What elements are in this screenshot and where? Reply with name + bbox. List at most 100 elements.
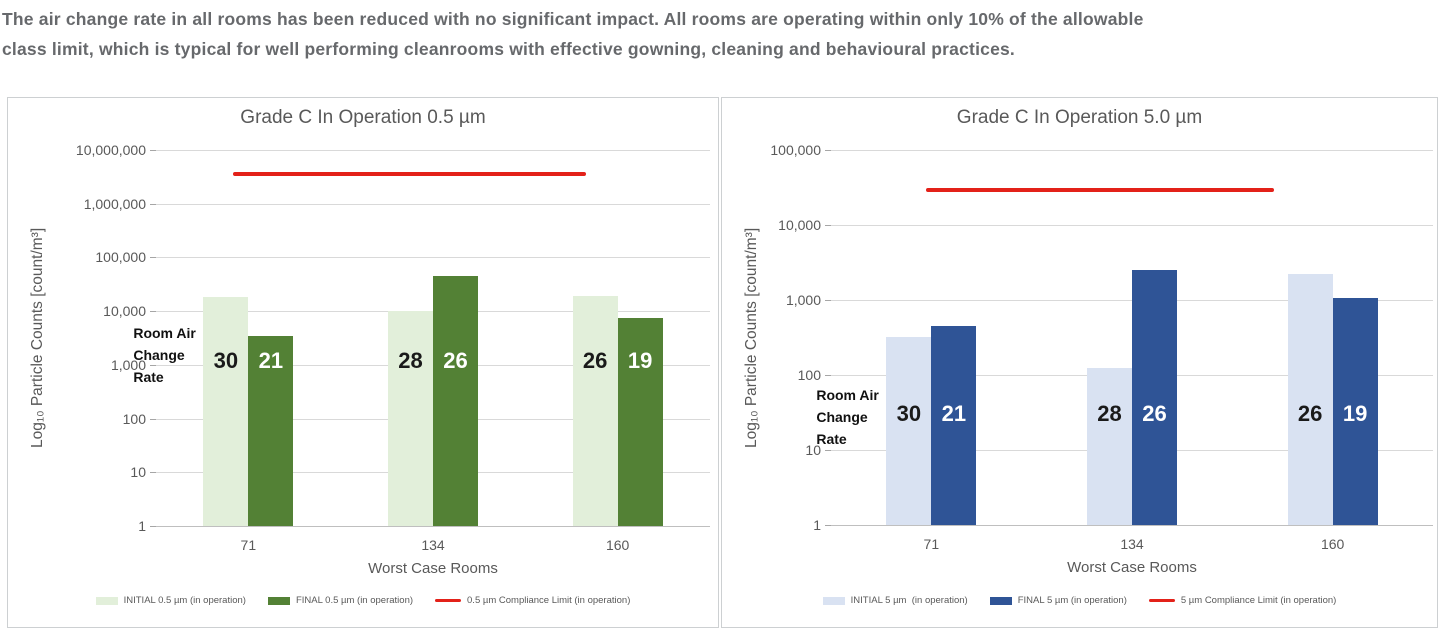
bar-initial-71 xyxy=(886,337,932,525)
y-tick-mark xyxy=(150,150,156,151)
chart-title: Grade C In Operation 5.0 µm xyxy=(956,107,1203,128)
legend-label: INITIAL 5 µm (in operation) xyxy=(850,595,968,606)
y-tick-mark xyxy=(150,526,156,527)
y-tick-label: 100 xyxy=(122,410,146,427)
bar-initial-134 xyxy=(388,311,433,526)
y-tick-label: 10,000 xyxy=(103,303,146,320)
grid-line xyxy=(156,526,710,527)
bar-final-134 xyxy=(1132,270,1177,525)
air-change-initial-value: 26 xyxy=(1297,401,1323,426)
legend-swatch-limit-line xyxy=(1148,599,1175,602)
y-tick-mark xyxy=(825,225,831,226)
air-change-initial-value: 30 xyxy=(896,401,922,426)
air-change-final-value: 21 xyxy=(258,348,284,373)
air-change-initial-value: 28 xyxy=(398,348,423,373)
y-tick-mark xyxy=(150,364,156,366)
air-change-final-value: 26 xyxy=(1142,401,1167,426)
legend-item: FINAL 5 µm (in operation) xyxy=(989,595,1127,606)
legend-label: FINAL 5 µm (in operation) xyxy=(1017,595,1127,606)
bar-final-71 xyxy=(248,335,294,526)
legend-swatch-final xyxy=(267,596,290,605)
legend-item: 5 µm Compliance Limit (in operation) xyxy=(1148,595,1337,606)
x-axis-title: Worst Case Rooms xyxy=(1067,559,1197,576)
x-axis-title: Worst Case Rooms xyxy=(368,560,498,577)
chart-panel-5um: Grade C In Operation 5.0 µm Log₁₀ Partic… xyxy=(721,97,1438,628)
air-change-caption: Room Air Change Rate xyxy=(133,325,196,385)
x-tick-label: 134 xyxy=(421,537,445,553)
y-tick-label: 100,000 xyxy=(770,142,821,158)
bar-initial-71 xyxy=(203,297,249,526)
x-tick-label: 160 xyxy=(1320,536,1345,552)
air-change-caption: Room Air Change Rate xyxy=(816,387,879,447)
legend-item: INITIAL 5 µm (in operation) xyxy=(822,595,968,606)
bar-initial-160 xyxy=(572,296,618,526)
y-tick-label: 1,000 xyxy=(110,356,146,373)
y-tick-mark xyxy=(150,257,156,259)
y-tick-label: 10 xyxy=(130,464,146,481)
legend-item: FINAL 0.5 µm (in operation) xyxy=(267,595,414,606)
intro-line-2: class limit, which is typical for well p… xyxy=(2,39,1015,59)
legend-label: FINAL 0.5 µm (in operation) xyxy=(295,595,414,606)
legend-swatch-initial xyxy=(822,596,845,605)
air-change-initial-value: 30 xyxy=(213,348,239,373)
compliance-limit-line xyxy=(926,187,1275,192)
plot-area: 1 10 100 1,000 10,000 100,000 1,000,000 10,000,… xyxy=(8,98,718,627)
legend-label: 5 µm Compliance Limit (in operation) xyxy=(1180,595,1337,606)
legend-swatch-initial xyxy=(95,596,118,605)
x-tick-label: 160 xyxy=(605,537,630,553)
legend-swatch-final xyxy=(989,596,1012,605)
y-tick-label: 100 xyxy=(797,367,821,383)
legend-swatch-limit-line xyxy=(435,599,462,602)
y-tick-label: 1,000 xyxy=(785,292,821,308)
bar-final-160 xyxy=(617,317,663,526)
x-tick-label: 71 xyxy=(240,537,257,553)
grid-line xyxy=(831,525,1433,526)
legend: INITIAL 5 µm (in operation) FINAL 5 µm (i… xyxy=(722,595,1437,606)
chart-title: Grade C In Operation 0.5 µm xyxy=(240,107,486,128)
legend-label: 0.5 µm Compliance Limit (in operation) xyxy=(467,595,631,606)
air-change-initial-value: 26 xyxy=(582,348,608,373)
intro-paragraph: The air change rate in all rooms has bee… xyxy=(2,4,1439,64)
grid-line xyxy=(156,203,710,205)
grid-line xyxy=(831,150,1433,151)
y-tick-mark xyxy=(825,375,831,376)
y-tick-label: 100,000 xyxy=(95,249,146,266)
air-change-final-value: 21 xyxy=(941,401,967,426)
intro-line-1: The air change rate in all rooms has bee… xyxy=(2,9,1144,29)
grid-line xyxy=(156,257,710,259)
plot-area: 1 10 100 1,000 10,000 100,000 71 30 21 134 28 26 160… xyxy=(722,98,1437,627)
grid-line xyxy=(831,225,1433,226)
y-tick-label: 10,000,000 xyxy=(75,142,146,158)
y-tick-mark xyxy=(825,450,831,451)
bar-initial-134 xyxy=(1087,367,1132,525)
y-tick-mark xyxy=(825,525,831,526)
legend: INITIAL 0.5 µm (in operation) FINAL 0.5 µ… xyxy=(8,595,718,606)
x-tick-label: 71 xyxy=(923,536,940,552)
chart-panel-0-5um: Grade C In Operation 0.5 µm Log₁₀ Partic… xyxy=(7,97,719,628)
legend-label: INITIAL 0.5 µm (in operation) xyxy=(123,595,246,606)
y-tick-label: 10,000 xyxy=(778,217,821,233)
y-tick-mark xyxy=(825,300,831,301)
y-tick-mark xyxy=(150,472,156,474)
y-tick-label: 10 xyxy=(805,442,821,458)
y-tick-mark xyxy=(150,311,156,313)
air-change-final-value: 26 xyxy=(443,348,468,373)
grid-line xyxy=(156,150,710,151)
y-tick-mark xyxy=(825,150,831,151)
compliance-limit-line xyxy=(233,172,586,177)
y-tick-mark xyxy=(150,203,156,205)
air-change-initial-value: 28 xyxy=(1097,401,1122,426)
bar-final-71 xyxy=(931,326,977,525)
x-tick-label: 134 xyxy=(1120,536,1144,552)
air-change-final-value: 19 xyxy=(627,348,653,373)
y-tick-label: 1 xyxy=(138,518,146,534)
y-tick-label: 1,000,000 xyxy=(83,195,146,212)
y-tick-mark xyxy=(150,418,156,420)
bar-initial-160 xyxy=(1287,274,1333,525)
bar-final-134 xyxy=(433,276,478,526)
legend-item: INITIAL 0.5 µm (in operation) xyxy=(95,595,246,606)
bar-final-160 xyxy=(1332,298,1378,525)
air-change-final-value: 19 xyxy=(1342,401,1368,426)
legend-item: 0.5 µm Compliance Limit (in operation) xyxy=(435,595,630,606)
